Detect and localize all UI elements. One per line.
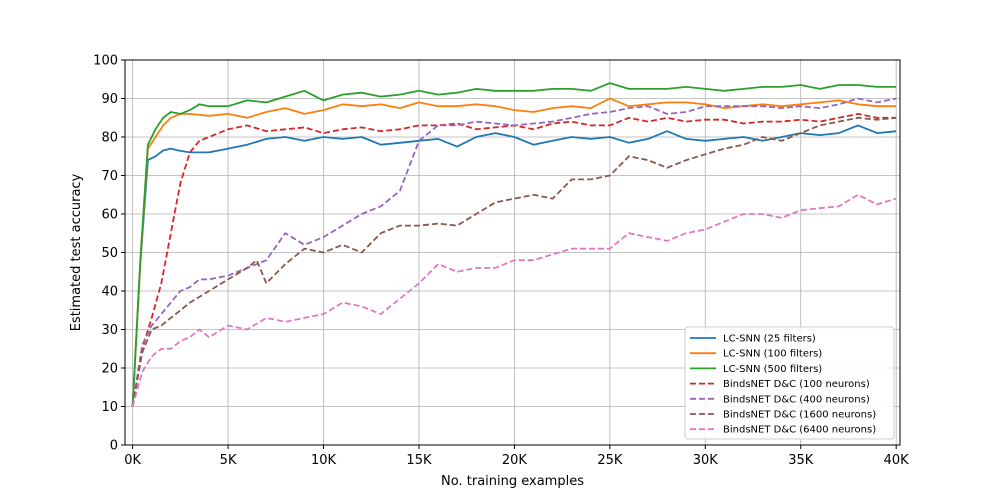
series-line-7 <box>131 193 897 407</box>
series-lines <box>131 82 897 407</box>
series-line-3 <box>131 82 897 407</box>
legend-entry: LC-SNN (25 filters) <box>723 334 816 345</box>
legend-entry: LC-SNN (100 filters) <box>723 349 822 360</box>
axis-ticks: 0K 5K 10K 15K 20K 25K 30K 35K 40K 0 10 20 30 40 50 60 70… <box>93 54 909 469</box>
x-tick-label: 40K <box>884 453 910 468</box>
y-tick-label: 100 <box>93 54 118 69</box>
y-tick-label: 20 <box>101 362 118 377</box>
y-tick-label: 10 <box>101 400 118 415</box>
y-tick-label: 30 <box>101 323 118 338</box>
x-tick-label: 0K <box>124 453 141 468</box>
y-tick-label: 0 <box>110 439 118 454</box>
y-tick-label: 40 <box>101 285 118 300</box>
legend-entry: BindsNET D&C (100 neurons) <box>723 379 870 390</box>
x-tick-label: 5K <box>220 453 237 468</box>
y-tick-label: 50 <box>101 246 118 261</box>
series-line-2 <box>131 97 897 407</box>
x-tick-label: 15K <box>406 453 432 468</box>
series-line-5 <box>131 97 897 407</box>
legend-entry: BindsNET D&C (1600 neurons) <box>723 410 876 421</box>
legend: LC-SNN (25 filters) LC-SNN (100 filters) L… <box>684 326 895 440</box>
y-axis-label: Estimated test accuracy <box>69 173 84 331</box>
legend-entry: BindsNET D&C (400 neurons) <box>723 394 870 405</box>
y-tick-label: 60 <box>101 208 118 223</box>
legend-box <box>684 326 895 440</box>
x-tick-label: 30K <box>693 453 719 468</box>
legend-entry: LC-SNN (500 filters) <box>723 364 822 375</box>
x-tick-label: 10K <box>311 453 337 468</box>
series-line-4 <box>131 113 897 407</box>
x-tick-label: 25K <box>597 453 623 468</box>
x-tick-label: 35K <box>788 453 814 468</box>
series-line-6 <box>131 116 897 407</box>
legend-entry: BindsNET D&C (6400 neurons) <box>723 425 876 436</box>
y-tick-label: 70 <box>101 169 118 184</box>
y-tick-label: 80 <box>101 131 118 146</box>
y-tick-label: 90 <box>101 92 118 107</box>
x-axis-label: No. training examples <box>441 474 584 489</box>
x-tick-label: 20K <box>502 453 528 468</box>
